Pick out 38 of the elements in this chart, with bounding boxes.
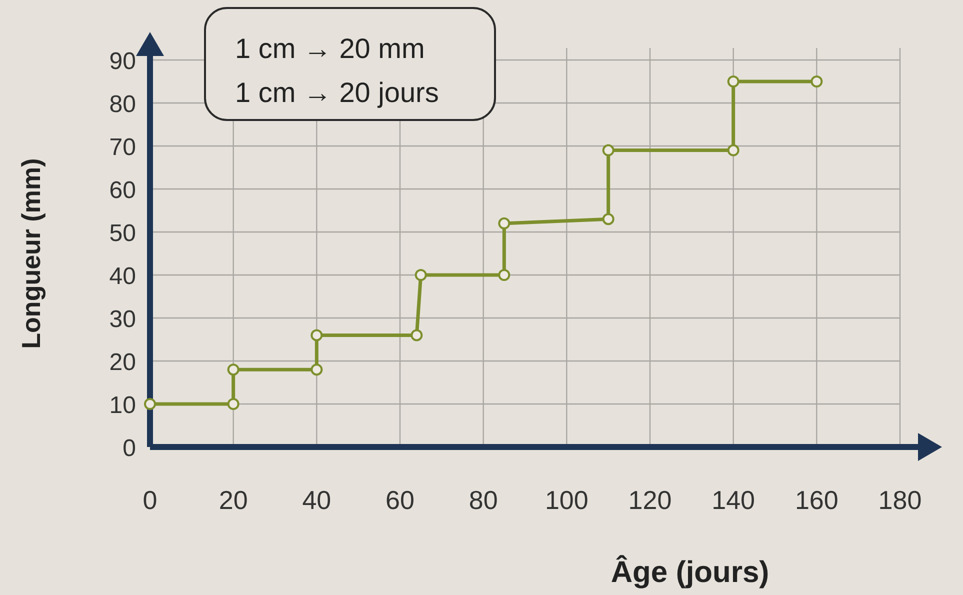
y-tick-label: 70: [109, 134, 136, 161]
x-tick-label: 100: [544, 485, 588, 515]
y-tick-label: 40: [109, 263, 136, 290]
y-tick-label: 0: [122, 435, 136, 462]
annotation: 1 cm → 20 jours: [235, 77, 439, 108]
y-tick-label: 20: [109, 349, 136, 376]
point: [810, 76, 823, 88]
y-tick-label: 50: [109, 220, 136, 247]
point: [498, 217, 510, 230]
point: [227, 364, 240, 376]
annotation: 1 cm → 20 mm: [235, 33, 425, 64]
x-tick-label: 120: [628, 485, 672, 515]
point: [602, 213, 614, 226]
y-tick-label: 30: [109, 306, 136, 333]
point: [144, 398, 156, 410]
point: [602, 144, 614, 156]
y-axis-title: Longueur (mm): [16, 158, 46, 349]
x-tick-label: 80: [468, 485, 498, 515]
point: [727, 76, 740, 88]
y-tick-label: 90: [109, 48, 136, 75]
y-tick-label: 60: [109, 177, 136, 204]
x-axis-title: Âge (jours): [610, 555, 770, 589]
x-tick-label: 40: [302, 485, 332, 515]
point: [310, 329, 323, 342]
x-tick-label: 160: [794, 485, 838, 515]
y-tick-label: 80: [109, 91, 136, 118]
x-tick-label: 180: [878, 485, 922, 515]
y-tick-label: 10: [109, 392, 136, 419]
point: [310, 364, 323, 376]
point: [414, 269, 427, 281]
x-tick-label: 60: [386, 485, 414, 515]
point: [227, 398, 240, 410]
point: [498, 269, 510, 281]
point: [727, 144, 740, 156]
x-tick-label: 140: [712, 485, 756, 515]
x-tick-label: 0: [142, 485, 158, 515]
point: [410, 329, 423, 342]
x-tick-label: 20: [218, 485, 248, 515]
